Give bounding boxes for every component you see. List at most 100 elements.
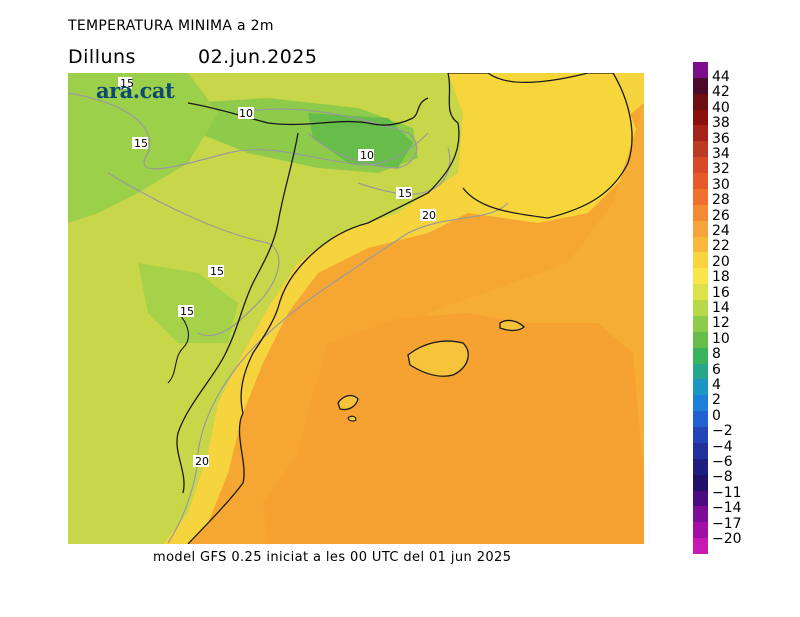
contour-label-8: 15 xyxy=(178,305,194,318)
colorbar-segment xyxy=(693,284,708,301)
colorbar-segment xyxy=(693,442,708,460)
colorbar-label: 10 xyxy=(712,330,730,347)
border-west xyxy=(176,132,299,494)
colorbar-segment xyxy=(693,125,708,142)
colorbar-label: 22 xyxy=(712,238,730,255)
svg-text:15: 15 xyxy=(120,77,134,90)
colorbar-segment xyxy=(693,490,708,507)
colorbar-label: 12 xyxy=(712,315,730,332)
colorbar xyxy=(693,62,708,555)
colorbar-segment xyxy=(693,300,708,317)
colorbar-label: −4 xyxy=(712,438,733,455)
logo: ara.cat xyxy=(96,78,175,103)
island-menorca xyxy=(499,319,525,332)
forecast-day: Dilluns xyxy=(68,46,136,68)
colorbar-label: −14 xyxy=(712,500,742,517)
colorbar-segment xyxy=(693,411,708,428)
chart-title: TEMPERATURA MINIMA a 2m xyxy=(68,18,274,34)
coastline xyxy=(187,73,460,544)
colorbar-segment xyxy=(693,522,708,539)
coastline-northeast xyxy=(448,73,633,219)
model-caption: model GFS 0.25 iniciat a les 00 UTC del … xyxy=(153,550,512,565)
svg-text:15: 15 xyxy=(180,305,194,318)
border-inner-west xyxy=(167,312,189,384)
colorbar-segment xyxy=(693,268,708,285)
colorbar-label: 6 xyxy=(712,361,721,378)
contour-label-7: 15 xyxy=(208,265,224,278)
colorbar-segment xyxy=(693,315,708,333)
colorbar-label: 26 xyxy=(712,207,730,224)
colorbar-label: 40 xyxy=(712,99,730,116)
colorbar-segment xyxy=(693,506,708,523)
colorbar-segment xyxy=(693,458,708,476)
colorbar-label: 30 xyxy=(712,176,730,193)
svg-text:10: 10 xyxy=(360,149,374,162)
colorbar-segment xyxy=(693,109,708,126)
colorbar-segment xyxy=(693,363,708,380)
contour-label-2: 10 xyxy=(238,107,254,120)
contour-label-5: 15 xyxy=(396,187,412,200)
svg-text:15: 15 xyxy=(210,265,224,278)
colorbar-label: 0 xyxy=(712,407,721,424)
colorbar-segment xyxy=(693,252,708,269)
colorbar-label: 4 xyxy=(712,377,721,393)
colorbar-segment xyxy=(693,141,708,158)
temperature-map: 15 10 15 10 15 20 15 15 20 xyxy=(68,73,644,544)
contour-label-1: 15 xyxy=(118,77,134,90)
colorbar-segment xyxy=(693,157,708,174)
contour-15-west xyxy=(107,172,280,337)
svg-text:10: 10 xyxy=(239,107,253,120)
colorbar-label: 24 xyxy=(712,223,730,239)
colorbar-segment xyxy=(693,331,708,349)
colorbar-segment xyxy=(693,347,708,365)
contour-label-6: 20 xyxy=(420,209,436,222)
colorbar-label: 16 xyxy=(712,284,730,301)
colorbar-segment xyxy=(693,93,708,111)
contour-label-4: 10 xyxy=(358,149,374,162)
colorbar-segment xyxy=(693,220,708,238)
contour-label-3: 15 xyxy=(132,137,148,150)
colorbar-segment xyxy=(693,188,708,206)
colorbar-label: 42 xyxy=(712,84,730,101)
field-deep-orange xyxy=(263,313,644,544)
colorbar-label: 2 xyxy=(712,392,721,409)
forecast-date: 02.jun.2025 xyxy=(198,46,318,68)
field-north-land xyxy=(68,73,463,544)
colorbar-segment xyxy=(693,173,708,190)
colorbar-segment xyxy=(693,474,708,491)
colorbar-label: −6 xyxy=(712,454,733,470)
colorbar-segment xyxy=(693,204,708,222)
island-mallorca xyxy=(407,340,469,377)
colorbar-label: −8 xyxy=(712,469,733,486)
svg-text:20: 20 xyxy=(422,209,436,222)
colorbar-label: 34 xyxy=(712,146,730,162)
colorbar-label: 20 xyxy=(712,253,730,270)
colorbar-label: 44 xyxy=(712,69,730,85)
svg-text:15: 15 xyxy=(398,187,412,200)
colorbar-segment xyxy=(693,77,708,95)
colorbar-label: 36 xyxy=(712,130,730,147)
colorbar-label: 28 xyxy=(712,192,730,209)
colorbar-label: 18 xyxy=(712,269,730,286)
colorbar-label: 38 xyxy=(712,115,730,132)
colorbar-segment xyxy=(693,236,708,253)
colorbar-segment xyxy=(693,538,708,555)
colorbar-label: −17 xyxy=(712,515,742,532)
colorbar-label: −20 xyxy=(712,531,742,547)
svg-text:15: 15 xyxy=(134,137,148,150)
colorbar-segment xyxy=(693,62,708,79)
field-ne-sea xyxy=(448,73,638,223)
colorbar-segment xyxy=(693,395,708,412)
colorbar-label: 8 xyxy=(712,346,721,363)
contour-10 xyxy=(237,108,418,169)
colorbar-label: −2 xyxy=(712,423,733,440)
contour-label-9: 20 xyxy=(193,455,209,468)
svg-text:20: 20 xyxy=(195,455,209,468)
colorbar-label: 32 xyxy=(712,161,730,178)
colorbar-label: 14 xyxy=(712,300,730,316)
island-formentera xyxy=(347,415,357,422)
colorbar-label: −11 xyxy=(712,484,742,501)
island-ibiza xyxy=(337,394,359,411)
colorbar-segment xyxy=(693,379,708,396)
field-sw-green xyxy=(138,263,238,343)
